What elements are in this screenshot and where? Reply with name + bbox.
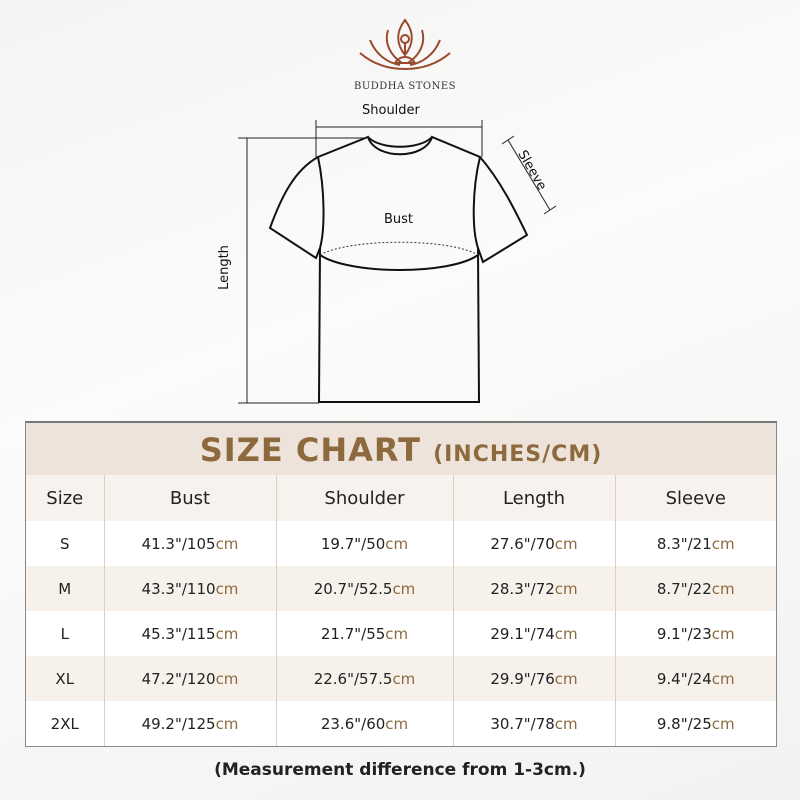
unit-label: cm bbox=[215, 624, 239, 643]
measurement-cell: 9.4"/24cm bbox=[614, 656, 776, 701]
measurement-cell: 22.6"/57.5cm bbox=[275, 656, 453, 701]
measurement-cell: 20.7"/52.5cm bbox=[275, 566, 453, 611]
column-header: Shoulder bbox=[275, 475, 453, 521]
table-row: S 41.3"/105cm 19.7"/50cm 27.6"/70cm 8.3"/21c… bbox=[26, 521, 776, 566]
brand-logo: BUDDHA STONES bbox=[350, 15, 460, 92]
unit-label: cm bbox=[215, 579, 239, 598]
table-header-row: Size Bust Shoulder Length Sleeve bbox=[26, 475, 776, 521]
unit-label: cm bbox=[711, 669, 735, 688]
unit-label: cm bbox=[392, 579, 416, 598]
measurement-cell: 28.3"/72cm bbox=[452, 566, 615, 611]
measurement-cell: 27.6"/70cm bbox=[452, 521, 615, 566]
unit-label: cm bbox=[215, 714, 239, 733]
table-row: L 45.3"/115cm 21.7"/55cm 29.1"/74cm 9.1"/23c… bbox=[26, 611, 776, 656]
measurement-cell: 30.7"/78cm bbox=[452, 701, 615, 746]
size-chart-title: SIZE CHART (INCHES/CM) bbox=[26, 423, 776, 475]
measurement-cell: 9.8"/25cm bbox=[614, 701, 776, 746]
column-header: Sleeve bbox=[614, 475, 776, 521]
lotus-logo-icon bbox=[359, 18, 451, 71]
measurement-cell: 21.7"/55cm bbox=[275, 611, 453, 656]
table-row: M 43.3"/110cm 20.7"/52.5cm 28.3"/72cm 8.7"/2… bbox=[26, 566, 776, 611]
measurement-cell: 41.3"/105cm bbox=[103, 521, 276, 566]
unit-label: cm bbox=[554, 624, 578, 643]
size-cell: L bbox=[60, 624, 69, 643]
unit-label: cm bbox=[711, 714, 735, 733]
unit-label: cm bbox=[554, 534, 578, 553]
unit-label: cm bbox=[392, 669, 416, 688]
measurement-cell: 8.7"/22cm bbox=[614, 566, 776, 611]
brand-name: BUDDHA STONES bbox=[353, 81, 457, 92]
measurement-cell: 8.3"/21cm bbox=[614, 521, 776, 566]
measurement-cell: 23.6"/60cm bbox=[275, 701, 453, 746]
column-header: Bust bbox=[103, 475, 276, 521]
table-row: XL 47.2"/120cm 22.6"/57.5cm 29.9"/76cm 9.4"/… bbox=[26, 656, 776, 701]
unit-label: cm bbox=[711, 534, 735, 553]
size-cell: XL bbox=[26, 656, 104, 701]
size-cell: M bbox=[26, 566, 104, 611]
unit-label: cm bbox=[711, 579, 735, 598]
size-chart: SIZE CHART (INCHES/CM) Size Bust Shoulder L… bbox=[25, 421, 777, 747]
unit-label: cm bbox=[554, 669, 578, 688]
measurement-cell: 19.7"/50cm bbox=[275, 521, 453, 566]
measurement-cell: 29.9"/76cm bbox=[452, 656, 615, 701]
unit-label: cm bbox=[711, 624, 735, 643]
size-cell: S bbox=[59, 534, 70, 553]
measurement-note: (Measurement difference from 1-3cm.) bbox=[214, 760, 586, 780]
table-row: 2XL 49.2"/125cm 23.6"/60cm 30.7"/78cm 9.8"/2… bbox=[26, 701, 776, 746]
unit-label: cm bbox=[215, 534, 239, 553]
bust-label: Bust bbox=[384, 212, 414, 227]
unit-label: cm bbox=[385, 714, 409, 733]
unit-label: cm bbox=[554, 714, 578, 733]
unit-label: cm bbox=[385, 624, 409, 643]
measurement-cell: 29.1"/74cm bbox=[452, 611, 615, 656]
measurement-cell: 47.2"/120cm bbox=[103, 656, 276, 701]
column-header: Length bbox=[452, 475, 615, 521]
shoulder-label: Shoulder bbox=[362, 103, 420, 118]
measurement-cell: 43.3"/110cm bbox=[103, 566, 276, 611]
tshirt-diagram bbox=[238, 120, 557, 404]
length-label: Length bbox=[216, 245, 232, 290]
unit-label: cm bbox=[215, 669, 239, 688]
size-cell: 2XL bbox=[50, 714, 79, 733]
measurement-cell: 45.3"/115cm bbox=[103, 611, 276, 656]
unit-label: cm bbox=[554, 579, 578, 598]
measurement-cell: 49.2"/125cm bbox=[103, 701, 276, 746]
size-table: Size Bust Shoulder Length Sleeve S 41.3"/105c… bbox=[26, 475, 776, 746]
column-header: Size bbox=[26, 475, 104, 521]
measurement-cell: 9.1"/23cm bbox=[614, 611, 776, 656]
unit-label: cm bbox=[385, 534, 409, 553]
